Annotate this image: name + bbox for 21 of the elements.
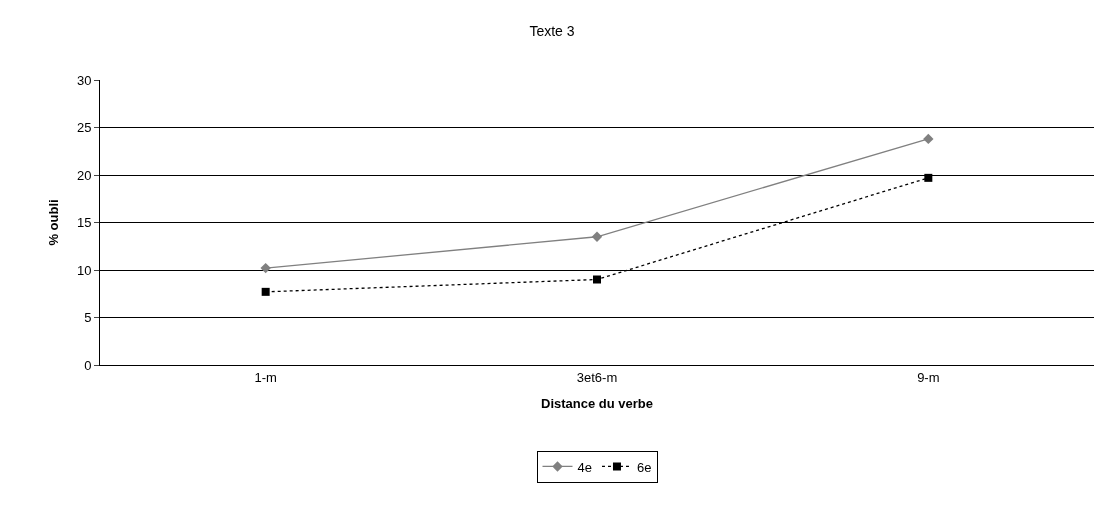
y-tick-label: 5 xyxy=(84,310,92,326)
y-tick-label: 10 xyxy=(76,262,92,278)
y-tick-label: 20 xyxy=(76,167,92,183)
y-tick-label: 25 xyxy=(76,120,92,136)
point xyxy=(593,275,601,284)
point xyxy=(924,173,933,182)
x-tick-label: 1-m xyxy=(254,369,277,385)
x-tick-label: 9-m xyxy=(917,369,940,385)
y-axis-title: % oubli xyxy=(45,199,61,246)
y-tick-label: 15 xyxy=(76,215,92,231)
point xyxy=(591,231,603,242)
x-tick-label: 3et6-m xyxy=(576,369,618,385)
y-tick-label: 0 xyxy=(84,357,92,373)
chart-title: Texte 3 xyxy=(529,22,575,39)
x-axis-title: Distance du verbe xyxy=(541,396,653,412)
point xyxy=(261,287,270,296)
point xyxy=(260,262,271,274)
point xyxy=(923,133,934,145)
legend-label: 6e xyxy=(636,459,652,475)
y-tick-label: 30 xyxy=(76,72,92,88)
legend-label: 4e xyxy=(577,459,592,475)
